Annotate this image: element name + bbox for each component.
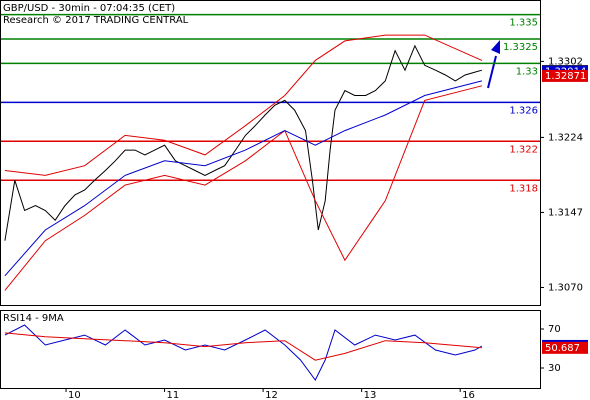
series-line — [4, 332, 482, 361]
x-tick-label: 12 — [265, 390, 278, 400]
series-line — [4, 80, 483, 277]
y-tick-label: 1.3302 — [548, 56, 583, 67]
rsi-title: RSI14 - 9MA — [3, 313, 64, 324]
y-tick-label: 1.3224 — [548, 132, 583, 143]
x-tick-label: 13 — [364, 390, 377, 400]
level-label: 1.33 — [516, 66, 538, 77]
y-tick-label: 1.3070 — [548, 282, 583, 293]
price-box — [542, 341, 588, 354]
series-line — [4, 34, 483, 176]
arrow-head — [491, 40, 500, 54]
y-tick-label: 30 — [548, 363, 561, 374]
y-tick-label: 1.3147 — [548, 207, 583, 218]
level-label: 1.335 — [509, 18, 538, 29]
chart-title: GBP/USD - 30min - 07:04:35 (CET) — [3, 3, 175, 14]
price-panel — [0, 0, 541, 306]
forecast-arrow — [487, 55, 497, 89]
series-line — [4, 85, 483, 291]
x-tick-label: 10 — [68, 390, 81, 400]
level-label: 1.3325 — [503, 42, 538, 53]
price-label: 1.32871 — [545, 71, 586, 82]
series-line — [4, 44, 483, 241]
x-tick-label: 16 — [462, 390, 475, 400]
level-label: 1.318 — [509, 183, 538, 194]
y-tick-label: 70 — [548, 324, 561, 335]
level-label: 1.326 — [509, 105, 538, 116]
series-line — [4, 324, 483, 381]
level-label: 1.322 — [509, 144, 538, 155]
price-box — [542, 69, 588, 82]
rsi-panel — [0, 310, 541, 389]
price-label: 50.687 — [545, 343, 580, 354]
x-tick-label: 11 — [167, 390, 180, 400]
copyright: Research © 2017 TRADING CENTRAL — [3, 15, 189, 26]
